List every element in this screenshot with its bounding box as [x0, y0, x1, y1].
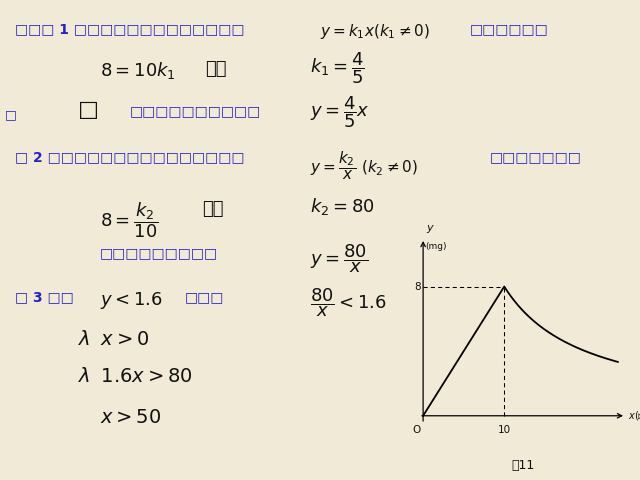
Text: □□□ 1 □□□□□□□□□□□□□: □□□ 1 □□□□□□□□□□□□□ [15, 22, 244, 36]
Text: $y=\dfrac{4}{5}x$: $y=\dfrac{4}{5}x$ [310, 94, 370, 130]
Text: $x>50$: $x>50$ [100, 408, 161, 427]
Text: $\dfrac{80}{x}<1.6$: $\dfrac{80}{x}<1.6$ [310, 286, 387, 319]
Text: $y=\dfrac{k_2}{x}\ (k_2\neq 0)$: $y=\dfrac{k_2}{x}\ (k_2\neq 0)$ [310, 150, 418, 182]
Text: □: □ [78, 100, 99, 120]
Text: $y=\dfrac{80}{x}$: $y=\dfrac{80}{x}$ [310, 242, 368, 275]
Text: O: O [412, 425, 420, 435]
Text: $x$(分): $x$(分) [628, 409, 640, 422]
Text: □□□□□□□□□□: □□□□□□□□□□ [130, 104, 261, 118]
Text: 解得: 解得 [202, 200, 223, 218]
Text: 8: 8 [414, 282, 420, 291]
Text: (mg): (mg) [426, 242, 447, 251]
Text: $8=\dfrac{k_2}{10}$: $8=\dfrac{k_2}{10}$ [100, 200, 159, 240]
Text: 图11: 图11 [511, 459, 534, 472]
Text: $y$: $y$ [426, 223, 435, 235]
Text: $\lambda \;\; x>0$: $\lambda \;\; x>0$ [78, 330, 149, 349]
Text: 10: 10 [498, 425, 511, 435]
Text: □□□□□□□□□: □□□□□□□□□ [100, 246, 218, 260]
Text: $y<1.6$: $y<1.6$ [100, 290, 163, 311]
Text: □□□□□□: □□□□□□ [470, 22, 548, 36]
Text: □: □ [5, 108, 17, 121]
Text: $k_2=80$: $k_2=80$ [310, 196, 374, 217]
Text: □ 3 □□: □ 3 □□ [15, 290, 74, 304]
Text: □□□: □□□ [185, 290, 225, 304]
Text: □ 2 □□□□□□□□□□□□□□□: □ 2 □□□□□□□□□□□□□□□ [15, 150, 244, 164]
Text: $8=10k_1$: $8=10k_1$ [100, 60, 176, 81]
Text: $\lambda \;\; 1.6x>80$: $\lambda \;\; 1.6x>80$ [78, 367, 193, 386]
Text: 解得: 解得 [205, 60, 227, 78]
Text: □□□□□□□: □□□□□□□ [490, 150, 582, 164]
Text: $k_1=\dfrac{4}{5}$: $k_1=\dfrac{4}{5}$ [310, 50, 365, 85]
Text: $y=k_1x(k_1\neq 0)$: $y=k_1x(k_1\neq 0)$ [320, 22, 430, 41]
